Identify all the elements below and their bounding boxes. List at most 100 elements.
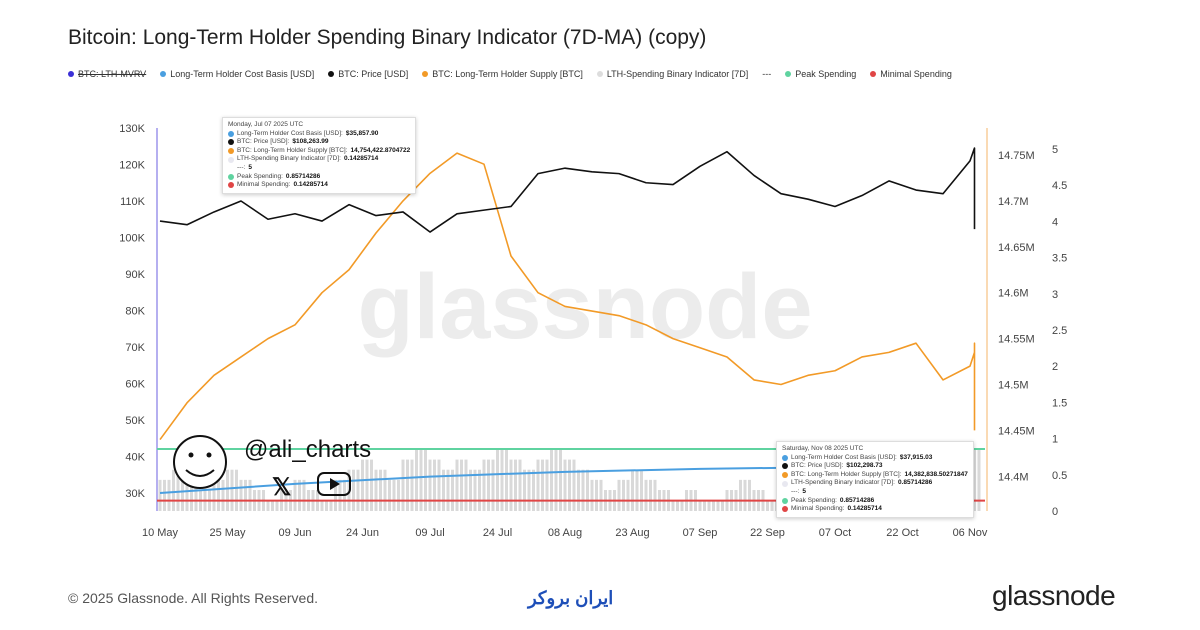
binary-bar: [554, 448, 558, 511]
tooltip-value: 0.14285714: [293, 181, 328, 189]
binary-bar: [748, 479, 751, 511]
binary-bar: [599, 479, 603, 511]
y-tick-binary: 3: [1052, 289, 1058, 301]
legend-item[interactable]: BTC: Long-Term Holder Supply [BTC]: [422, 69, 583, 79]
legend-label: Long-Term Holder Cost Basis [USD]: [170, 69, 315, 79]
binary-bar: [568, 459, 571, 511]
binary-bar: [590, 479, 594, 511]
binary-bar: [518, 459, 522, 511]
binary-bar: [631, 469, 634, 511]
x-tick: 22 Sep: [750, 527, 785, 539]
binary-bar: [460, 459, 463, 511]
tooltip-swatch: [228, 165, 234, 171]
legend-item[interactable]: BTC: Price [USD]: [328, 69, 408, 79]
y-tick-left: 70K: [125, 342, 145, 354]
legend-item[interactable]: Peak Spending: [785, 69, 856, 79]
binary-bar: [473, 469, 477, 511]
binary-bar: [226, 469, 229, 511]
binary-bar: [415, 448, 418, 511]
x-tick: 25 May: [209, 527, 246, 539]
tooltip-swatch: [228, 130, 234, 137]
avatar-face: [173, 435, 227, 489]
y-tick-binary: 5: [1052, 144, 1058, 156]
binary-bar: [244, 479, 247, 511]
legend-item[interactable]: BTC: LTH-MVRV: [68, 69, 146, 79]
binary-bar: [482, 459, 486, 511]
legend-item[interactable]: Minimal Spending: [870, 69, 952, 79]
legend-item[interactable]: LTH-Spending Binary Indicator [7D]: [596, 69, 748, 79]
tooltip-value: 0.14285714: [343, 155, 379, 163]
tooltip-nov08: Saturday, Nov 08 2025 UTC Long-Term Holde…: [776, 441, 974, 518]
y-tick-left: 100K: [119, 233, 145, 245]
binary-bar: [770, 500, 774, 511]
binary-bar: [361, 459, 364, 511]
binary-bar: [442, 469, 445, 511]
binary-bar: [275, 500, 279, 511]
binary-bar: [680, 500, 684, 511]
binary-bar: [239, 479, 243, 511]
binary-bar: [595, 479, 598, 511]
binary-bar: [509, 459, 513, 511]
y-tick-binary: 4: [1052, 216, 1058, 228]
binary-bar: [973, 448, 976, 511]
tooltip-label: ---:: [237, 163, 246, 171]
y-tick-supply: 14.65M: [998, 242, 1035, 254]
legend: BTC: LTH-MVRV Long-Term Holder Cost Basis…: [68, 69, 952, 79]
tooltip-value: 0.85714286: [839, 496, 875, 504]
x-tick: 22 Oct: [886, 527, 918, 539]
binary-bar: [370, 459, 373, 511]
binary-bar: [185, 479, 189, 511]
x-tick: 24 Jul: [483, 527, 512, 539]
binary-bar: [379, 469, 382, 511]
y-tick-supply: 14.4M: [998, 471, 1029, 483]
binary-bar: [298, 479, 301, 511]
binary-bar: [523, 469, 526, 511]
binary-bar: [712, 500, 715, 511]
y-tick-supply: 14.75M: [998, 150, 1035, 162]
binary-bar: [230, 469, 234, 511]
binary-bar: [325, 500, 328, 511]
youtube-play-icon: [330, 478, 340, 490]
binary-bar: [649, 479, 652, 511]
tooltip-label: BTC: Long-Term Holder Supply [BTC]:: [791, 470, 902, 478]
x-tick: 07 Oct: [819, 527, 851, 539]
binary-bar: [644, 479, 648, 511]
watermark-handle: @ali_charts: [244, 436, 372, 463]
binary-bar: [698, 500, 702, 511]
tooltip-label: Long-Term Holder Cost Basis [USD]:: [791, 453, 897, 461]
tooltip-label: Peak Spending:: [791, 496, 837, 504]
tooltip-label: ---:: [791, 487, 800, 495]
legend-swatch: [785, 71, 792, 77]
tooltip-value: 0.85714286: [285, 172, 321, 180]
y-tick-binary: 1.5: [1052, 397, 1067, 409]
y-tick-supply: 14.6M: [998, 288, 1029, 300]
binary-bar: [545, 459, 549, 511]
tooltip-value: 14,754,422.8704722: [350, 146, 411, 154]
tooltip-value: 0.85714286: [897, 479, 933, 487]
x-tick: 08 Aug: [548, 527, 582, 539]
legend-swatch: [596, 71, 603, 77]
tooltip-swatch: [782, 472, 788, 479]
y-tick-left: 110K: [120, 196, 146, 208]
y-tick-supply: 14.5M: [998, 380, 1029, 392]
binary-bar: [388, 479, 391, 511]
legend-swatch: [422, 71, 429, 77]
binary-bar: [635, 469, 639, 511]
legend-item[interactable]: ---: [762, 69, 771, 79]
binary-bar: [559, 448, 562, 511]
chart-title: Bitcoin: Long-Term Holder Spending Binar…: [68, 26, 707, 49]
x-tick: 24 Jun: [346, 527, 379, 539]
binary-bar: [419, 448, 423, 511]
tooltip-value: $37,915.03: [899, 453, 933, 461]
tooltip-row: ---: 5: [228, 164, 410, 173]
tooltip-jul07: Monday, Jul 07 2025 UTC Long-Term Holder …: [222, 117, 417, 194]
legend-item[interactable]: Long-Term Holder Cost Basis [USD]: [160, 69, 314, 79]
tooltip-label: BTC: Price [USD]:: [791, 462, 844, 470]
y-tick-left: 50K: [125, 415, 145, 427]
legend-swatch: [328, 71, 335, 77]
binary-bar: [563, 459, 567, 511]
tooltip-value: 0.14285714: [847, 505, 882, 513]
binary-bar: [581, 469, 585, 511]
binary-bar: [194, 479, 198, 511]
binary-bar: [464, 459, 468, 511]
